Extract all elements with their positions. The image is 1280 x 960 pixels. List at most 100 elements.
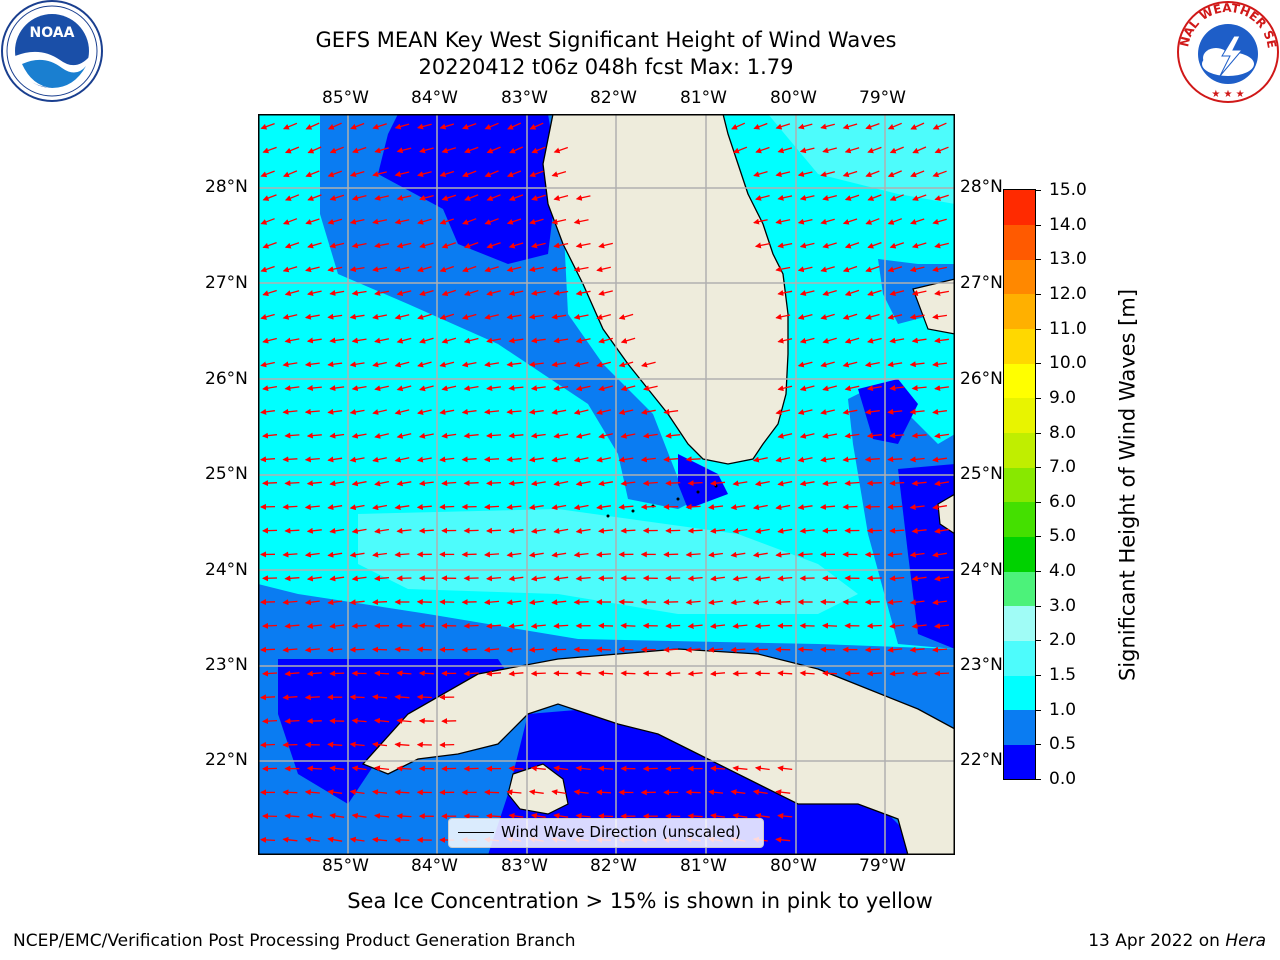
wind-wave-arrow	[260, 265, 275, 273]
wind-wave-arrow	[596, 313, 611, 320]
wind-wave-arrow	[441, 480, 457, 487]
map-legend: Wind Wave Direction (unscaled)	[448, 818, 764, 848]
wind-wave-arrow	[732, 623, 748, 629]
colorbar-segment	[1004, 190, 1035, 226]
lon-tick-bottom: 85°W	[322, 856, 369, 876]
wind-wave-arrow	[351, 622, 367, 629]
wind-wave-arrow	[329, 623, 345, 630]
wind-wave-arrow	[598, 385, 613, 392]
wind-wave-arrow	[754, 812, 770, 819]
wind-wave-arrow	[374, 575, 390, 582]
lon-tick-top: 85°W	[322, 88, 369, 108]
wind-wave-arrow	[327, 170, 343, 178]
wind-wave-arrow	[932, 599, 947, 606]
wind-wave-arrow	[844, 242, 860, 249]
wind-wave-arrow	[439, 123, 455, 130]
colorbar-tick-label: 6.0	[1049, 491, 1077, 512]
wind-wave-arrow	[305, 122, 320, 130]
wind-wave-arrow	[284, 146, 300, 154]
wind-wave-arrow	[486, 480, 502, 487]
wind-wave-arrow	[419, 337, 434, 344]
wind-wave-arrow	[911, 385, 927, 391]
wind-wave-arrow	[529, 218, 544, 225]
lat-tick-left: 27°N	[205, 273, 248, 293]
wind-wave-arrow	[307, 290, 322, 296]
wind-wave-arrow	[372, 266, 388, 273]
wind-wave-arrow	[441, 385, 457, 392]
lat-tick-left: 24°N	[205, 560, 248, 580]
wind-wave-arrow	[909, 313, 925, 320]
wind-wave-arrow	[752, 456, 768, 463]
wind-wave-arrow	[620, 670, 636, 677]
wind-wave-arrow	[351, 575, 367, 582]
wind-wave-arrow	[506, 170, 522, 178]
wind-wave-arrow	[553, 765, 569, 772]
wind-wave-arrow	[530, 670, 546, 677]
wind-wave-arrow	[530, 765, 546, 772]
wind-wave-arrow	[260, 313, 275, 320]
wind-wave-arrow	[752, 551, 768, 558]
wind-wave-arrow	[327, 218, 343, 225]
wind-wave-arrow	[306, 527, 322, 534]
map-border	[258, 114, 955, 855]
wind-wave-arrow	[799, 432, 815, 439]
wind-wave-arrow	[844, 289, 860, 297]
colorbar-tick-mark	[1035, 501, 1041, 503]
wind-wave-arrow	[887, 266, 903, 273]
wind-wave-arrow	[551, 409, 567, 415]
wind-wave-arrow	[867, 241, 882, 249]
wind-wave-arrow	[262, 718, 278, 725]
wind-wave-arrow	[640, 456, 656, 463]
wind-wave-arrow	[730, 646, 746, 653]
wind-wave-arrow	[864, 646, 880, 653]
wind-wave-arrow	[349, 361, 365, 368]
wind-wave-arrow	[284, 337, 300, 344]
colorbar-tick-label: 1.0	[1049, 699, 1077, 720]
wind-wave-arrow	[329, 432, 345, 439]
wind-wave-arrow	[754, 527, 770, 534]
wind-wave-arrow	[463, 289, 479, 297]
wind-wave-arrow	[575, 242, 591, 249]
wind-wave-arrow	[575, 813, 591, 819]
wind-wave-arrow	[934, 289, 950, 296]
colorbar-segment	[1004, 744, 1035, 780]
colorbar-tick-label: 15.0	[1049, 180, 1087, 200]
wind-wave-arrow	[351, 527, 367, 534]
wind-wave-arrow	[799, 527, 815, 534]
wind-wave-arrow	[417, 171, 432, 178]
wind-wave-arrow	[349, 694, 365, 701]
lon-tick-bottom: 81°W	[680, 856, 727, 876]
wind-wave-arrow	[441, 289, 457, 297]
wind-wave-arrow	[934, 146, 949, 154]
wind-wave-arrow	[777, 194, 793, 201]
wind-wave-arrow	[528, 789, 544, 796]
wind-wave-arrow	[909, 551, 925, 558]
wind-wave-arrow	[329, 480, 345, 487]
wind-wave-arrow	[596, 551, 612, 558]
colorbar-segment	[1004, 397, 1035, 434]
lon-tick-bottom: 82°W	[590, 856, 637, 876]
wind-wave-arrow	[486, 242, 501, 249]
wind-wave-arrow	[685, 599, 701, 606]
land-cuba	[361, 648, 955, 855]
wind-wave-arrow	[553, 527, 569, 534]
wind-wave-arrow	[822, 385, 837, 392]
lon-tick-bottom: 83°W	[501, 856, 548, 876]
wind-wave-arrow	[775, 789, 791, 796]
wind-wave-arrow	[282, 646, 298, 653]
wind-wave-arrow	[866, 480, 882, 487]
wind-wave-arrow	[262, 146, 277, 154]
wind-wave-arrow	[304, 789, 320, 796]
wind-wave-arrow	[844, 480, 860, 487]
lat-tick-right: 24°N	[960, 560, 1003, 580]
wind-wave-arrow	[394, 456, 410, 463]
wind-wave-arrow	[329, 146, 344, 154]
wind-wave-arrow	[508, 242, 524, 249]
wind-wave-arrow	[506, 789, 522, 796]
wind-wave-arrow	[864, 361, 880, 368]
wind-wave-arrow	[865, 265, 880, 273]
wind-wave-arrow	[508, 337, 524, 344]
wind-wave-arrow	[575, 337, 591, 344]
wind-wave-arrow	[775, 836, 791, 843]
wind-wave-arrow	[754, 765, 770, 772]
